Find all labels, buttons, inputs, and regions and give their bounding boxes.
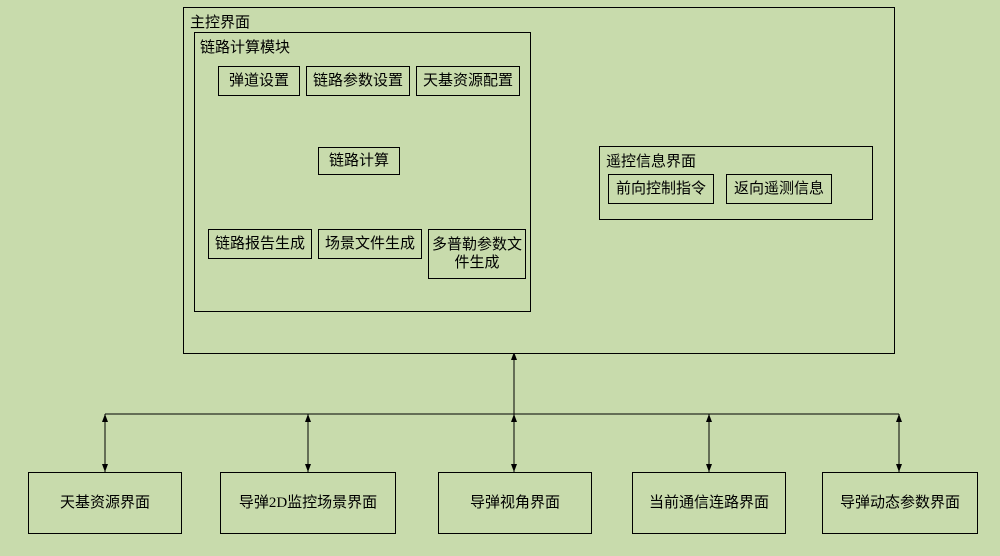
- node-n5: 链路报告生成: [208, 229, 312, 259]
- node-n7: 多普勒参数文件生成: [428, 229, 526, 279]
- node-n1: 弹道设置: [218, 66, 300, 96]
- node-b4: 当前通信连路界面: [632, 472, 786, 534]
- node-b3: 导弹视角界面: [438, 472, 592, 534]
- node-n3: 天基资源配置: [416, 66, 520, 96]
- node-n9: 返向遥测信息: [726, 174, 832, 204]
- node-b5: 导弹动态参数界面: [822, 472, 978, 534]
- container-label-link: 链路计算模块: [200, 36, 290, 57]
- container-label-remote: 遥控信息界面: [606, 150, 696, 171]
- node-n6: 场景文件生成: [318, 229, 422, 259]
- node-n8: 前向控制指令: [608, 174, 714, 204]
- node-n4: 链路计算: [318, 147, 400, 175]
- node-b1: 天基资源界面: [28, 472, 182, 534]
- node-b2: 导弹2D监控场景界面: [220, 472, 396, 534]
- node-n2: 链路参数设置: [306, 66, 410, 96]
- container-label-main: 主控界面: [190, 11, 250, 32]
